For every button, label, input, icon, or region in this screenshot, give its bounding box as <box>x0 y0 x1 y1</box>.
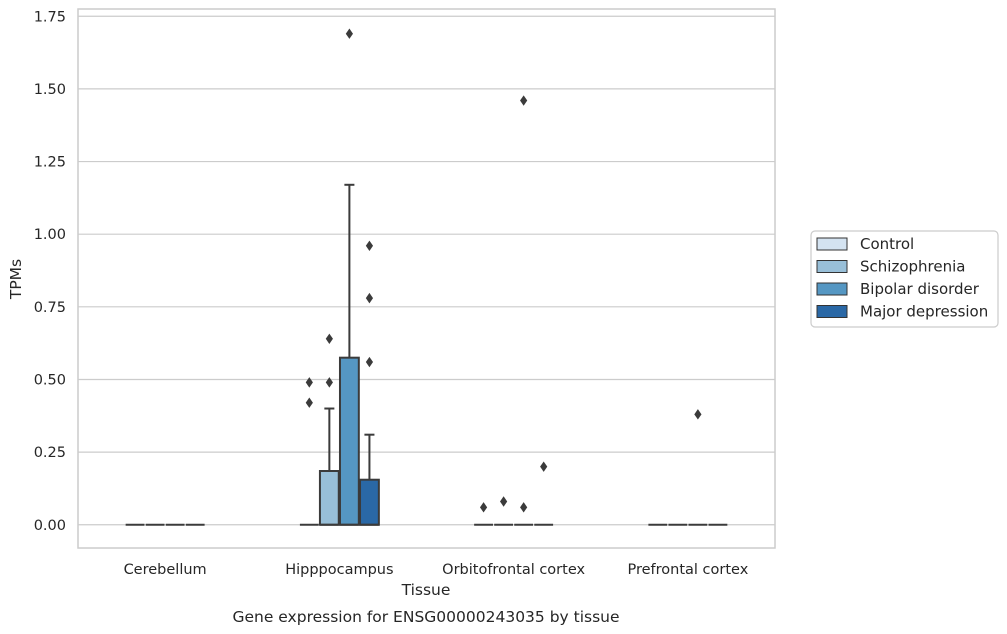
legend-label: Bipolar disorder <box>860 280 980 298</box>
box-major-depression <box>359 240 380 526</box>
legend-swatch <box>816 260 848 273</box>
x-tick-label: Hipppocampus <box>285 562 393 578</box>
outlier-point <box>365 292 374 304</box>
outlier-point <box>325 333 333 344</box>
x-axis-title: Tissue <box>401 581 451 599</box>
legend-swatch <box>816 282 848 296</box>
outlier-point <box>305 397 313 408</box>
outlier-point <box>479 502 488 513</box>
legend-label: Major depression <box>860 303 988 321</box>
y-tick-label: 0.75 <box>34 300 66 316</box>
legend-label: Control <box>860 235 914 253</box>
outlier-point <box>365 240 374 252</box>
legend-swatch <box>816 305 848 318</box>
gridlines <box>78 15 775 526</box>
box-bipolar-disorder <box>688 409 708 526</box>
box-bipolar-disorder <box>338 28 360 526</box>
x-tick-label: Cerebellum <box>124 562 207 578</box>
outlier-point <box>520 502 528 513</box>
boxes <box>125 28 728 526</box>
outlier-point <box>520 95 528 106</box>
outlier-point <box>694 409 702 420</box>
plot-border <box>77 8 776 549</box>
box-bipolar-disorder <box>514 95 534 526</box>
y-tick-labels: 0.00 0.25 0.50 0.75 1.00 1.25 1.50 1.75 <box>34 9 66 533</box>
box-body <box>338 356 360 526</box>
chart-title: Gene expression for ENSG00000243035 by t… <box>232 608 619 626</box>
outlier-point <box>345 28 353 39</box>
box-body <box>359 478 380 526</box>
x-tick-label: Orbitofrontal cortex <box>442 562 585 578</box>
outlier-point <box>325 377 333 388</box>
plot-frame <box>77 8 776 549</box>
y-tick-label: 0.00 <box>34 518 66 534</box>
outlier-point <box>305 377 313 388</box>
box-major-depression <box>534 461 554 526</box>
box-control <box>474 502 493 526</box>
y-tick-label: 1.75 <box>34 9 66 25</box>
y-tick-label: 0.25 <box>34 445 66 461</box>
outlier-point <box>540 461 548 472</box>
x-tick-label: Prefrontal cortex <box>627 562 748 578</box>
legend: Control Schizophrenia Bipolar disorder Majo… <box>810 230 999 328</box>
legend-label: Schizophrenia <box>860 258 965 276</box>
y-tick-label: 1.25 <box>34 155 66 171</box>
box-control <box>299 377 319 526</box>
outlier-point <box>365 356 374 368</box>
y-tick-label: 1.00 <box>34 227 66 243</box>
legend-box <box>810 230 999 328</box>
y-tick-label: 1.50 <box>34 82 66 98</box>
box-schizophrenia <box>318 333 340 526</box>
y-axis-title: TPMs <box>7 259 25 300</box>
x-tick-labels: Cerebellum Hipppocampus Orbitofrontal cort… <box>124 562 749 578</box>
legend-swatch <box>816 237 848 251</box>
box-schizophrenia <box>494 496 514 526</box>
y-tick-label: 0.50 <box>34 372 66 388</box>
box-body <box>318 470 340 526</box>
outlier-point <box>500 496 508 507</box>
